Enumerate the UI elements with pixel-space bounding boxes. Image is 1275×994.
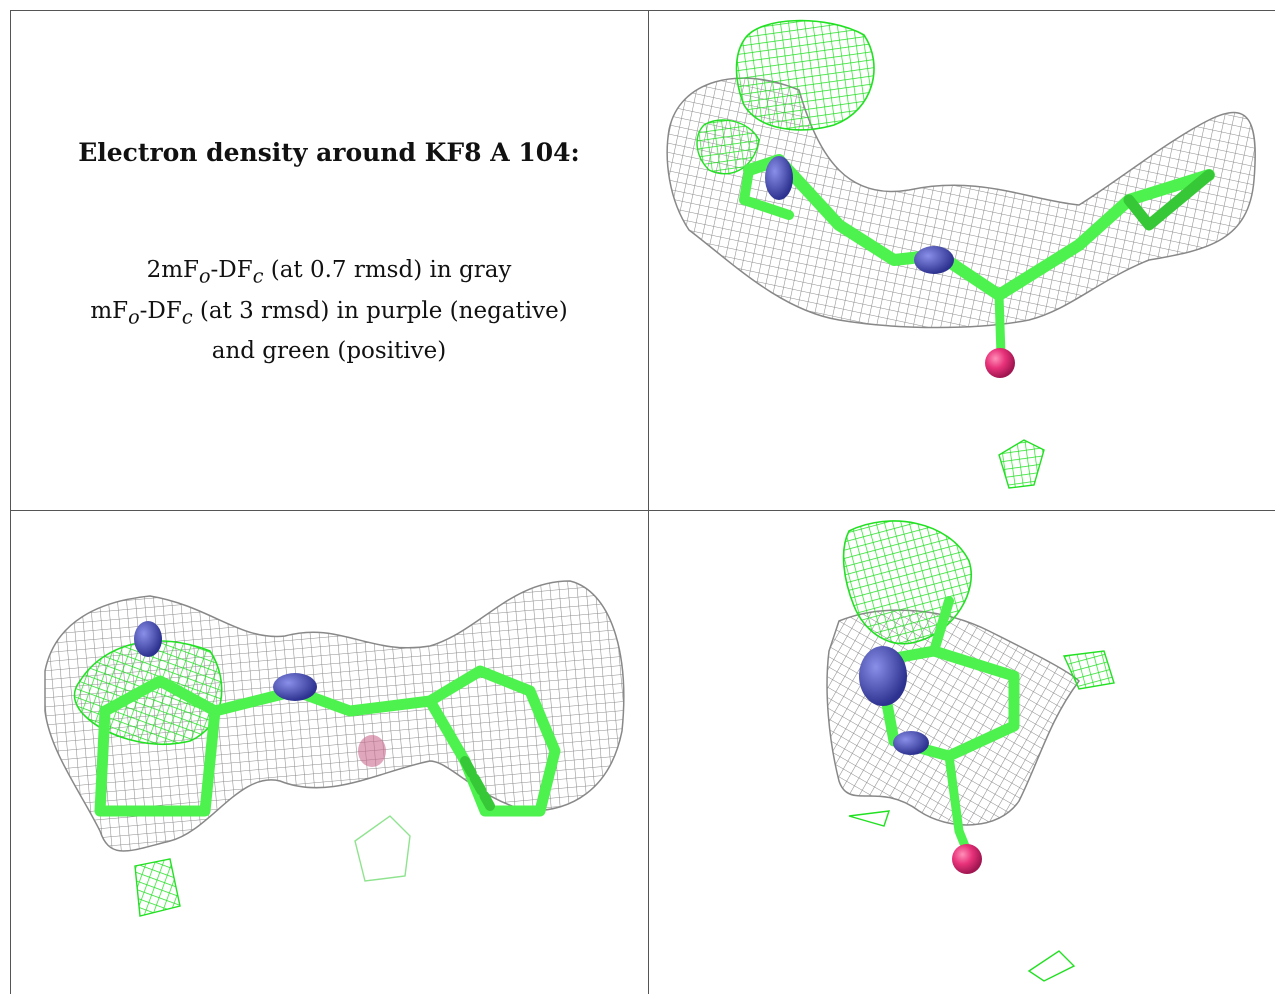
ligand-model xyxy=(859,596,1020,874)
nitrogen-atom xyxy=(914,246,954,274)
density-view-2 xyxy=(10,511,648,994)
table-rule-middle xyxy=(10,510,1275,511)
table-rule-center xyxy=(648,10,649,994)
nitrogen-atom xyxy=(893,731,929,755)
oxygen-atom xyxy=(952,844,982,874)
density-view-2-canvas xyxy=(44,580,625,917)
oxygen-atom xyxy=(985,348,1015,378)
nitrogen-atom xyxy=(134,621,162,657)
nitrogen-atom xyxy=(273,673,317,701)
table-rule-top xyxy=(10,10,1275,11)
oxygen-atom xyxy=(358,735,386,767)
gray-density-mesh xyxy=(666,77,1256,329)
table-rule-left xyxy=(10,10,11,994)
density-view-1-canvas xyxy=(666,19,1256,489)
ligand-model xyxy=(94,621,561,817)
green-density-mesh xyxy=(842,520,1115,982)
density-view-3 xyxy=(649,511,1275,994)
legend-line-fofc: mFo-DFc (at 3 rmsd) in purple (negative) xyxy=(90,297,568,329)
density-view-1 xyxy=(649,10,1275,510)
figure-title: Electron density around KF8 A 104: xyxy=(78,138,580,167)
legend-line-2fofc: 2mFo-DFc (at 0.7 rmsd) in gray xyxy=(146,257,512,288)
legend-line-colors: and green (positive) xyxy=(211,338,447,365)
ligand-model xyxy=(739,154,1215,378)
nitrogen-atom xyxy=(859,646,907,706)
map-legend: 2mFo-DFc (at 0.7 rmsd) in gray mFo-DFc (… xyxy=(10,253,648,369)
green-density-mesh xyxy=(696,19,1045,489)
density-view-3-canvas xyxy=(826,520,1115,982)
caption-cell: Electron density around KF8 A 104: 2mFo-… xyxy=(10,10,648,510)
nitrogen-atom xyxy=(765,156,793,200)
